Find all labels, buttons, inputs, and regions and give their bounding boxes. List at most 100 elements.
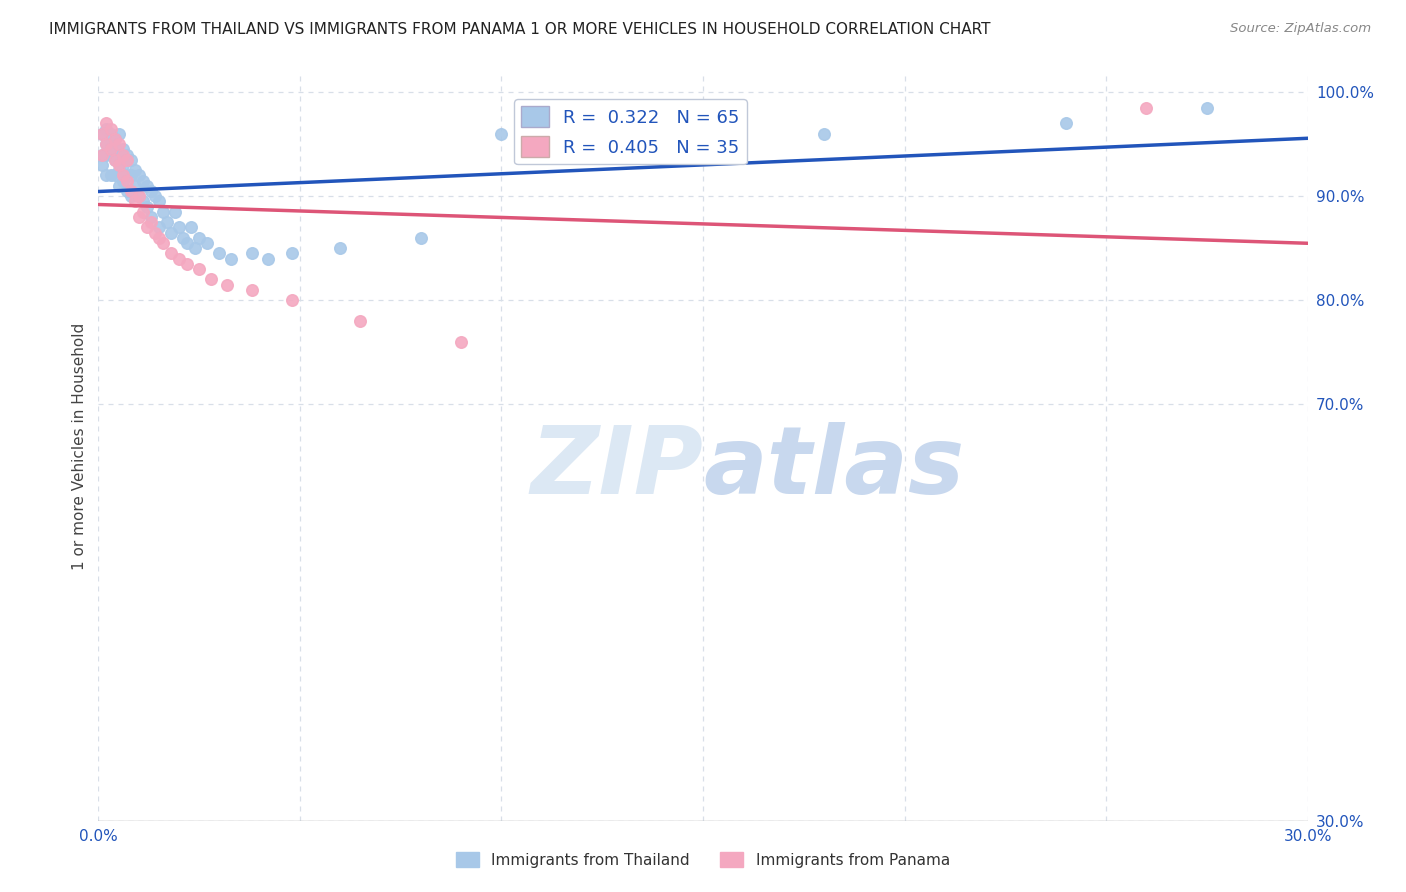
Point <box>103 153 125 167</box>
Point <box>111 174 134 188</box>
Point <box>256 252 278 266</box>
Point <box>120 189 142 203</box>
Point <box>160 246 183 260</box>
Point <box>152 205 174 219</box>
Point <box>103 143 125 157</box>
Y-axis label: 1 or more Vehicles in Household: 1 or more Vehicles in Household <box>72 322 87 570</box>
Point <box>221 252 243 266</box>
Point <box>672 127 695 141</box>
Point <box>100 169 122 183</box>
Point <box>281 293 304 308</box>
Point <box>107 178 129 193</box>
Point <box>409 231 432 245</box>
Point <box>156 215 179 229</box>
Point <box>1195 101 1218 115</box>
Point <box>135 200 157 214</box>
Point <box>152 236 174 251</box>
Point <box>329 241 352 255</box>
Point <box>132 174 155 188</box>
Point <box>143 226 166 240</box>
Point <box>1054 116 1077 130</box>
Point <box>111 158 134 172</box>
Point <box>91 147 114 161</box>
Point <box>91 127 114 141</box>
Point <box>128 169 150 183</box>
Point <box>240 283 263 297</box>
Point <box>813 127 835 141</box>
Point <box>107 158 129 172</box>
Point <box>120 169 142 183</box>
Point <box>139 215 162 229</box>
Point <box>111 143 134 157</box>
Point <box>103 169 125 183</box>
Text: IMMIGRANTS FROM THAILAND VS IMMIGRANTS FROM PANAMA 1 OR MORE VEHICLES IN HOUSEHO: IMMIGRANTS FROM THAILAND VS IMMIGRANTS F… <box>49 22 991 37</box>
Point <box>139 184 162 198</box>
Point <box>132 194 155 209</box>
Text: ZIP: ZIP <box>530 423 703 515</box>
Point <box>184 241 207 255</box>
Point <box>176 257 198 271</box>
Point <box>128 210 150 224</box>
Point <box>103 132 125 146</box>
Point <box>195 236 218 251</box>
Point <box>103 132 125 146</box>
Point <box>163 205 186 219</box>
Point <box>491 127 513 141</box>
Point <box>167 220 190 235</box>
Point <box>571 147 593 161</box>
Text: atlas: atlas <box>703 423 965 515</box>
Point <box>349 314 371 328</box>
Point <box>200 272 222 286</box>
Point <box>124 194 146 209</box>
Point <box>100 143 122 157</box>
Point <box>96 169 118 183</box>
Point <box>115 184 138 198</box>
Point <box>135 220 157 235</box>
Point <box>107 147 129 161</box>
Legend: R =  0.322   N = 65, R =  0.405   N = 35: R = 0.322 N = 65, R = 0.405 N = 35 <box>515 99 747 164</box>
Point <box>96 121 118 136</box>
Point <box>120 153 142 167</box>
Point <box>115 153 138 167</box>
Point <box>148 231 170 245</box>
Point <box>148 220 170 235</box>
Point <box>128 189 150 203</box>
Point <box>96 137 118 152</box>
Point <box>91 147 114 161</box>
Point <box>96 147 118 161</box>
Point <box>103 153 125 167</box>
Point <box>91 158 114 172</box>
Point <box>96 116 118 130</box>
Point <box>281 246 304 260</box>
Point <box>148 194 170 209</box>
Point <box>91 127 114 141</box>
Point <box>167 252 190 266</box>
Point <box>128 189 150 203</box>
Point <box>240 246 263 260</box>
Point <box>132 205 155 219</box>
Point <box>107 127 129 141</box>
Point <box>124 163 146 178</box>
Point <box>107 163 129 178</box>
Point <box>100 137 122 152</box>
Point <box>135 178 157 193</box>
Point <box>217 277 239 292</box>
Point <box>208 246 231 260</box>
Point <box>160 226 183 240</box>
Point <box>120 184 142 198</box>
Point <box>1135 101 1157 115</box>
Point <box>188 262 211 277</box>
Point <box>107 137 129 152</box>
Point <box>115 147 138 161</box>
Point <box>111 147 134 161</box>
Point <box>124 178 146 193</box>
Point <box>143 189 166 203</box>
Point <box>139 210 162 224</box>
Point <box>100 147 122 161</box>
Legend: Immigrants from Thailand, Immigrants from Panama: Immigrants from Thailand, Immigrants fro… <box>450 846 956 873</box>
Point <box>111 169 134 183</box>
Point <box>450 334 472 349</box>
Point <box>96 137 118 152</box>
Point <box>188 231 211 245</box>
Point <box>180 220 202 235</box>
